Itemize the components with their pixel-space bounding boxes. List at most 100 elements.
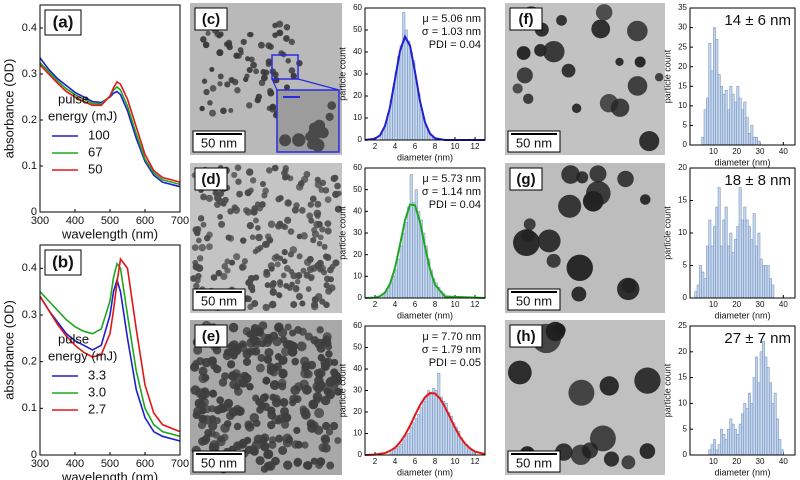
annotation: μ = 7.70 nm <box>422 331 481 343</box>
scale-box <box>507 130 561 153</box>
particle <box>260 441 270 452</box>
particle <box>304 332 313 341</box>
particle <box>271 414 281 425</box>
particle <box>282 413 292 423</box>
particle <box>314 213 321 219</box>
x-tick-label: 300 <box>31 215 49 227</box>
bar <box>780 449 784 456</box>
bar <box>773 392 777 456</box>
particle <box>216 403 226 414</box>
x-tick-label: 700 <box>171 458 189 470</box>
series-line <box>39 256 181 433</box>
bar <box>469 450 473 456</box>
x-axis-label: diameter (nm) <box>397 467 453 477</box>
particle <box>283 35 290 42</box>
particle <box>296 341 307 352</box>
particle <box>332 190 340 199</box>
panel-label-box <box>509 167 543 191</box>
particle <box>634 367 661 394</box>
particle <box>521 229 535 243</box>
y-tick-label: 10 <box>353 113 362 122</box>
particle <box>507 360 532 385</box>
legend-label: 50 <box>88 161 102 176</box>
particle <box>260 465 269 473</box>
bar <box>748 133 751 146</box>
particle <box>268 265 275 272</box>
bar <box>417 413 421 456</box>
plot-frame <box>364 7 486 141</box>
bar <box>745 117 749 146</box>
particle <box>322 187 330 194</box>
chart: 2 4 6 8 10 12 0 10 20 30 40 50 60 diameter (nm) partic… <box>337 163 486 320</box>
bar <box>729 86 733 146</box>
y-tick-label: 0.1 <box>22 160 37 172</box>
bar <box>764 265 768 299</box>
particle <box>561 63 576 78</box>
particle <box>271 456 280 466</box>
particle <box>281 347 291 357</box>
particle <box>296 59 303 67</box>
annotation: 18 ± 8 nm <box>724 172 791 189</box>
legend-title: energy (mJ) <box>48 108 117 123</box>
particle <box>246 168 254 176</box>
bar <box>724 89 728 146</box>
particle <box>313 369 322 377</box>
particle <box>312 381 323 392</box>
y-tick-label: 10 <box>678 101 687 110</box>
particle <box>322 421 331 431</box>
particle <box>227 208 234 215</box>
y-axis-label: particle count <box>337 363 347 417</box>
particle <box>255 233 263 242</box>
y-tick-label: 0.2 <box>22 356 37 368</box>
zoom-line <box>297 78 340 91</box>
particle <box>253 419 261 427</box>
bar <box>729 418 733 456</box>
scale-label: 50 nm <box>201 293 237 308</box>
particle <box>192 259 199 266</box>
particle <box>287 251 295 258</box>
particle <box>195 264 204 272</box>
panel-label: (e) <box>202 328 220 345</box>
bar <box>713 27 716 146</box>
bar <box>404 221 408 299</box>
particle <box>224 267 231 274</box>
particle <box>523 218 536 231</box>
particle <box>288 268 295 275</box>
y-tick-label: 20 <box>678 347 687 356</box>
particle <box>590 425 616 452</box>
particle <box>274 324 282 333</box>
particle <box>311 303 319 311</box>
y-tick-label: 0.3 <box>22 68 37 80</box>
bar <box>759 351 763 456</box>
y-tick-label: 0 <box>683 140 688 149</box>
particle <box>224 81 231 88</box>
scale-box <box>507 450 561 473</box>
bar <box>736 226 740 299</box>
particle <box>252 336 262 346</box>
annotation: σ = 1.14 nm <box>422 186 481 198</box>
scale-label: 50 nm <box>201 455 237 470</box>
bar <box>741 109 744 146</box>
particle <box>543 40 565 63</box>
particle <box>193 282 200 290</box>
particle <box>512 83 523 94</box>
particle <box>595 4 613 21</box>
bar <box>769 382 772 456</box>
bar <box>708 42 712 146</box>
bar <box>407 206 411 299</box>
particle <box>534 44 547 57</box>
particle <box>220 107 227 115</box>
bar <box>755 136 758 146</box>
particle <box>284 323 292 331</box>
particle <box>218 378 228 387</box>
particle <box>246 330 254 338</box>
legend-title: energy (mJ) <box>48 348 117 363</box>
scale-box <box>192 288 246 311</box>
bar <box>402 232 406 299</box>
particle <box>205 30 211 36</box>
particle <box>523 93 534 104</box>
particle <box>308 122 320 134</box>
y-tick-label: 30 <box>353 69 362 78</box>
particle <box>195 237 202 244</box>
